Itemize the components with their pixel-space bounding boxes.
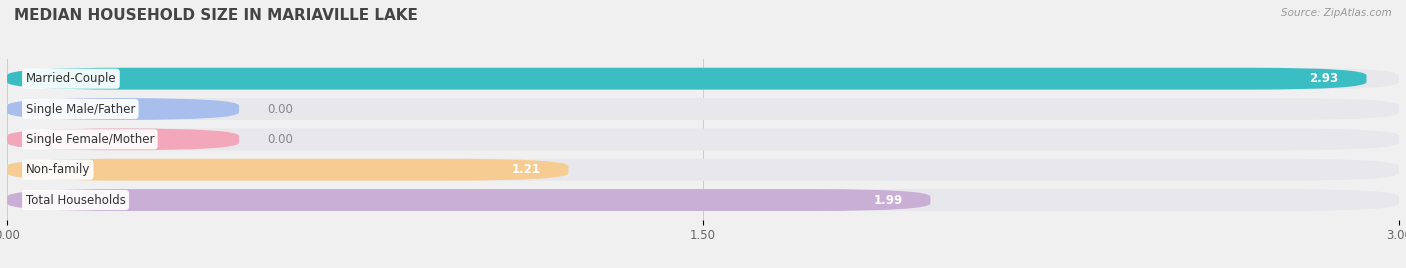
Text: MEDIAN HOUSEHOLD SIZE IN MARIAVILLE LAKE: MEDIAN HOUSEHOLD SIZE IN MARIAVILLE LAKE (14, 8, 418, 23)
Text: Non-family: Non-family (25, 163, 90, 176)
FancyBboxPatch shape (7, 68, 1399, 90)
Text: 0.00: 0.00 (267, 103, 292, 116)
Text: 0.00: 0.00 (267, 133, 292, 146)
FancyBboxPatch shape (7, 128, 239, 150)
Text: 1.21: 1.21 (512, 163, 540, 176)
FancyBboxPatch shape (7, 98, 239, 120)
Text: Single Female/Mother: Single Female/Mother (25, 133, 155, 146)
Text: 2.93: 2.93 (1309, 72, 1339, 85)
FancyBboxPatch shape (7, 189, 931, 211)
FancyBboxPatch shape (7, 68, 1367, 90)
Text: Single Male/Father: Single Male/Father (25, 103, 135, 116)
Text: Source: ZipAtlas.com: Source: ZipAtlas.com (1281, 8, 1392, 18)
Text: 1.99: 1.99 (873, 193, 903, 207)
Text: Total Households: Total Households (25, 193, 125, 207)
FancyBboxPatch shape (7, 159, 1399, 181)
FancyBboxPatch shape (7, 98, 1399, 120)
FancyBboxPatch shape (7, 189, 1399, 211)
FancyBboxPatch shape (7, 159, 568, 181)
FancyBboxPatch shape (7, 128, 1399, 150)
Text: Married-Couple: Married-Couple (25, 72, 117, 85)
